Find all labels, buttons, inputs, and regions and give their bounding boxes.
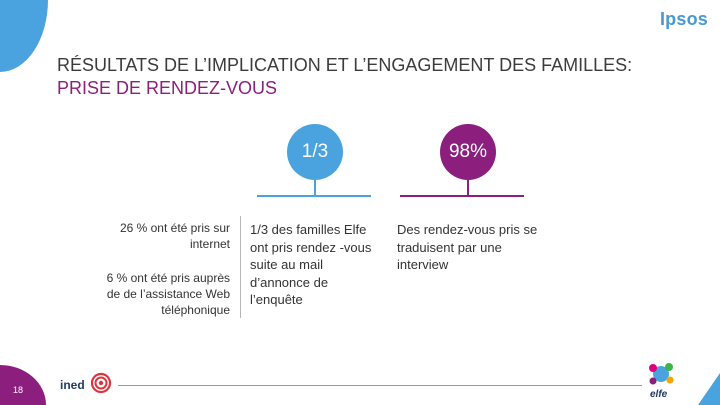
stat-description-one-third: 1/3 des familles Elfe ont pris rendez -v… (250, 222, 372, 307)
ipsos-logo: Ipsos (659, 9, 708, 29)
stat-underline-one-third (257, 195, 371, 197)
vertical-divider (240, 216, 241, 318)
corner-decoration-bottom-right (698, 373, 720, 405)
stat-connector-98-percent (467, 180, 469, 195)
stat-circle-one-third: 1/3 (287, 124, 343, 180)
footer-divider (118, 385, 642, 386)
title-accent: PRISE DE RENDEZ-VOUS (57, 78, 278, 98)
slide-title: RÉSULTATS DE L’IMPLICATION ET L’ENGAGEME… (57, 54, 657, 100)
elfe-logo-text: elfe (650, 389, 668, 400)
breakdown-phone-assistance: 6 % ont été pris auprès de de l’assistan… (106, 271, 230, 317)
elfe-logo-icon (649, 363, 674, 385)
title-main: RÉSULTATS DE L’IMPLICATION ET L’ENGAGEME… (57, 55, 633, 75)
ined-logo-icon (90, 372, 112, 394)
stat-underline-98-percent (400, 195, 524, 197)
ined-logo-text: ined (60, 378, 85, 392)
stat-circle-98-percent: 98% (440, 124, 496, 180)
page-number: 18 (13, 385, 24, 395)
corner-decoration-top-left (0, 0, 48, 72)
stat-connector-one-third (314, 180, 316, 195)
stat-description-98-percent: Des rendez-vous pris se traduisent par u… (397, 222, 538, 272)
breakdown-internet: 26 % ont été pris sur internet (119, 221, 230, 251)
